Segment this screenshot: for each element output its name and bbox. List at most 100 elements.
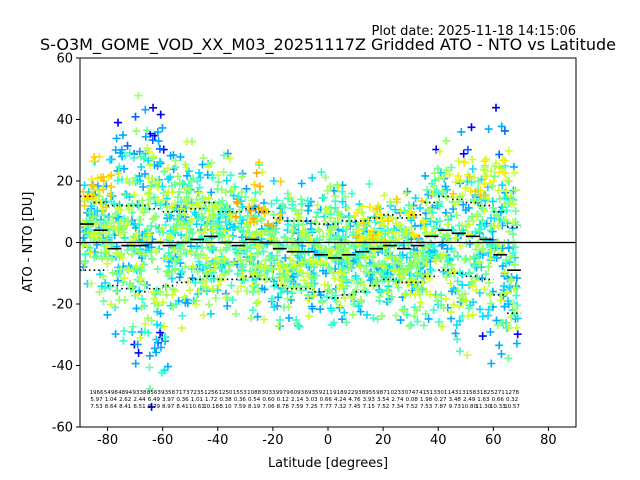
- bin-stat-label: 3.97: [162, 397, 175, 403]
- bin-stat-label: 0.12: [277, 397, 289, 403]
- bin-stat-label: 0.36: [234, 397, 247, 403]
- bin-stat-label: 7.53: [420, 404, 433, 410]
- bin-stat-label: 7.52: [406, 404, 418, 410]
- y-tick-label: 0: [65, 236, 73, 251]
- bin-stat-label: 0.60: [262, 397, 275, 403]
- bin-stat-label: 4151: [419, 390, 433, 396]
- bin-stats-table: 1966 5498 4894 9338 8563 9358 7173 7235 1256 1250…: [90, 390, 521, 410]
- bin-stat-label: 3033: [261, 390, 275, 396]
- bin-stat-label: 1.04: [105, 397, 118, 403]
- bin-stat-label: 9.73: [449, 404, 462, 410]
- bin-stat-label: 1250: [218, 390, 232, 396]
- bin-stat-label: 3.93: [363, 397, 376, 403]
- x-axis-ticks: -80 -60 -40 -20 0 20 40 60 80: [97, 427, 557, 448]
- bin-stat-label: 10.18: [203, 404, 219, 410]
- bin-stat-label: 3301: [433, 390, 447, 396]
- bin-stat-label: 7.06: [262, 404, 275, 410]
- bin-stat-label: 6.49: [148, 397, 161, 403]
- bin-stat-label: 8955: [362, 390, 376, 396]
- chart-title: S-O3M_GOME_VOD_XX_M03_20251117Z Gridded …: [40, 35, 616, 55]
- y-tick-label: 40: [56, 113, 73, 128]
- x-tick-label: -80: [97, 433, 118, 448]
- bin-stat-label: 9358: [161, 390, 175, 396]
- scatter-points: [80, 91, 522, 411]
- bin-stat-label: 0.38: [219, 397, 232, 403]
- bin-stat-label: 3158: [462, 390, 476, 396]
- bin-stat-label: 7.34: [391, 404, 404, 410]
- bin-stat-label: 0.27: [434, 397, 447, 403]
- bin-stat-label: 8.10: [219, 404, 232, 410]
- bin-stat-label: 8.97: [162, 404, 175, 410]
- bin-stat-label: 4.76: [348, 397, 361, 403]
- bin-stat-label: 0.08: [406, 397, 419, 403]
- bin-stat-label: 8.78: [277, 404, 290, 410]
- bin-stat-label: 2.44: [133, 397, 146, 403]
- bin-stat-label: 5498: [104, 390, 118, 396]
- bin-stat-label: 8.79: [148, 404, 161, 410]
- bin-stat-label: 0.66: [320, 397, 333, 403]
- y-tick-label: -20: [52, 298, 73, 313]
- bin-stat-label: 1966: [90, 390, 104, 396]
- bin-stat-label: 0233: [390, 390, 404, 396]
- bin-stat-label: 7.77: [320, 404, 333, 410]
- bin-stat-label: 8.41: [176, 404, 188, 410]
- bin-stat-label: 7.25: [305, 404, 318, 410]
- bin-stat-label: 2.62: [119, 397, 131, 403]
- bin-stat-label: 5271: [491, 390, 505, 396]
- bin-stat-label: 11.30: [476, 404, 492, 410]
- bin-stat-label: 1553: [233, 390, 247, 396]
- bin-stat-label: 3.54: [377, 397, 390, 403]
- bin-stat-label: 7.53: [90, 404, 103, 410]
- bin-stat-label: 10.80: [461, 404, 477, 410]
- bin-stat-label: 10.33: [490, 404, 506, 410]
- bin-stat-label: 1278: [505, 390, 519, 396]
- bin-stat-label: 1.72: [205, 397, 217, 403]
- bin-stat-label: 1.98: [420, 397, 433, 403]
- bin-stat-label: 9979: [276, 390, 290, 396]
- bin-stat-label: 1431: [448, 390, 462, 396]
- x-tick-label: 20: [375, 433, 392, 448]
- bin-stat-label: 7235: [190, 390, 204, 396]
- y-tick-label: 60: [56, 52, 73, 67]
- bin-stat-label: 9189: [333, 390, 347, 396]
- bin-stat-label: 0.54: [248, 397, 261, 403]
- bin-stat-label: 3.03: [305, 397, 318, 403]
- bin-stat-label: 5.97: [90, 397, 103, 403]
- scatter-series: [231, 169, 284, 230]
- bin-stat-label: 7173: [176, 390, 190, 396]
- scatter-series: [81, 153, 510, 243]
- bin-stat-label: 2.14: [291, 397, 304, 403]
- bin-stat-label: 9211: [319, 390, 333, 396]
- y-tick-label: -60: [52, 421, 73, 436]
- bin-stat-label: 6935: [304, 390, 318, 396]
- x-tick-label: 60: [485, 433, 502, 448]
- bin-stat-label: 0.32: [506, 397, 518, 403]
- y-tick-label: -40: [52, 359, 73, 374]
- y-tick-label: 20: [56, 175, 73, 190]
- x-tick-label: 80: [540, 433, 557, 448]
- bin-stat-label: 0.36: [176, 397, 189, 403]
- x-tick-label: -40: [207, 433, 228, 448]
- bin-stat-label: 2.74: [391, 397, 404, 403]
- bin-stat-label: 1088: [247, 390, 261, 396]
- bin-stat-label: 3182: [476, 390, 490, 396]
- y-axis-ticks: -60 -40 -20 0 20 40 60: [52, 52, 80, 436]
- bin-stat-label: 7.45: [348, 404, 361, 410]
- bin-stat-label: 2.49: [463, 397, 476, 403]
- bin-stat-label: 4894: [118, 390, 132, 396]
- bin-mean-layer: [80, 223, 521, 271]
- bin-stat-label: 1.63: [477, 397, 490, 403]
- bin-stat-label: 10.57: [504, 404, 520, 410]
- bin-stat-label: 7.15: [363, 404, 376, 410]
- x-tick-label: -20: [262, 433, 283, 448]
- bin-stat-label: 0747: [405, 390, 419, 396]
- plot-date: Plot date: 2025-11-18 14:15:06: [371, 24, 576, 39]
- scatter-series: [80, 153, 488, 246]
- bin-stat-label: 8.19: [248, 404, 261, 410]
- bin-stat-label: 7.59: [291, 404, 304, 410]
- y-axis-label: ATO - NTO [DU]: [21, 192, 36, 293]
- bin-stat-label: 2293: [347, 390, 361, 396]
- bin-stat-label: 8.64: [105, 404, 118, 410]
- x-axis-label: Latitude [degrees]: [268, 456, 388, 471]
